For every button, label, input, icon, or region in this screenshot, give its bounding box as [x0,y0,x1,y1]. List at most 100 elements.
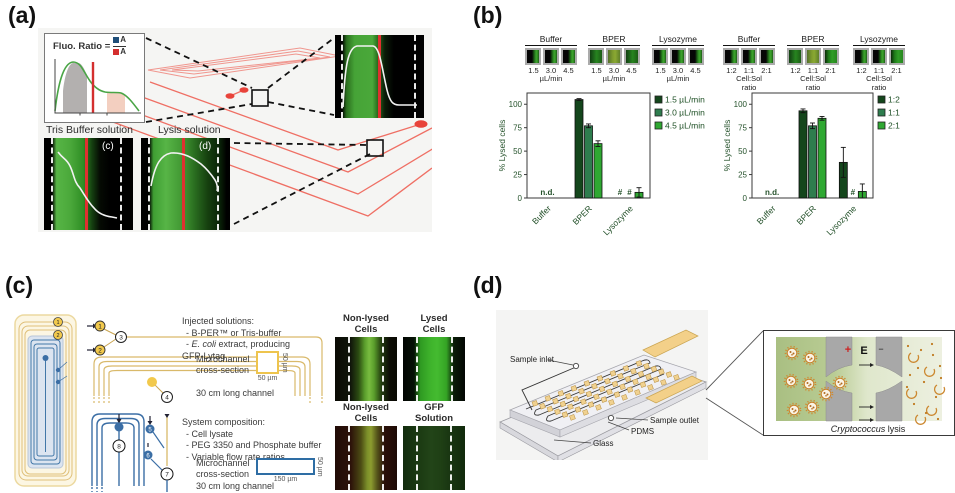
flow-condition-value: 3.0 [608,66,620,75]
intensity-profile-curve [150,152,219,192]
cell-fragment [914,414,927,425]
electrode-square [596,375,604,382]
y-tick-label: 75 [738,123,747,132]
no-data-marker: # [851,188,856,197]
zoom-marker-squares [251,89,384,157]
flow-condition-value: 1:2 [790,66,801,75]
flow-condition-group: BPER 1:2 1:1 2:1 Cell:Sol ratio [787,34,839,92]
flow-condition-value: 1:2 [726,66,737,75]
fluorescence-tile [670,48,686,65]
outlet-port-4 [161,391,173,403]
cell-body [803,378,815,390]
cross-section-2-shape [256,458,315,475]
electrode-pad-top [642,329,699,358]
bar [817,117,827,199]
cell-spikes [801,376,817,392]
flow-group-title: Lysozyme [853,34,905,46]
flow-condition-value: 3.0 [545,66,557,75]
flow-unit-label: Cell:Sol [800,74,826,83]
electrode-square [567,403,574,411]
intensity-profile-curve [57,151,118,219]
category-label: BPER [570,203,593,226]
electrode-square [630,367,637,375]
flow-group-title: Buffer [525,34,577,46]
flow-condition-value: 3.0 [672,66,684,75]
sample-inlet-label: Sample inlet [510,355,555,364]
electrode-square [639,381,647,388]
legend-swatch [877,95,886,104]
electrode-square [604,377,611,385]
cell-fragment [905,388,918,399]
outlet-port [607,414,615,422]
electrode-square [544,395,552,402]
electrode-square [593,393,600,401]
channel-length-note-2: 30 cm long channel [196,481,275,491]
tris-buffer-micrograph: (c) [44,138,133,230]
bar [808,125,817,199]
flow-group-title: Buffer [723,34,775,46]
fluorescence-tile [787,48,803,65]
chip-port-1 [53,317,63,327]
electrode-square [591,382,598,390]
numerator-color-swatch [113,37,120,44]
electrode-square [611,380,619,388]
y-tick-label: 100 [509,100,523,109]
fluorescence-tile [525,48,541,65]
flow-condition-group: Buffer 1.5 3.0 4.5 µL/min [525,34,577,84]
y-axis-label: % Lysed cells [722,120,732,172]
plus-electrode-label: + [845,344,851,356]
channel-length-note-1: 30 cm long channel [196,388,275,398]
chip-port-2 [53,330,63,340]
legend-swatch [654,108,663,117]
electrode-square [552,397,559,405]
junction-port-3-label: 3 [119,335,123,342]
electrode-square [652,376,660,383]
electrode-square [606,388,613,396]
electrode-square [658,368,665,376]
electrode-square [531,400,539,407]
sample-drop [114,422,124,432]
system-line-3: - Variable flow rate ratios [186,451,285,462]
chip-inlet-dot [42,355,49,361]
non-lysed-cells-micrograph-1 [335,337,397,401]
serpentine-channel [525,359,665,422]
electrode-square [622,365,630,372]
panel-a-label: (a) [8,2,37,28]
flow-condition-value: 1.5 [591,66,602,75]
cmg-title-2: Lysed Cells [420,313,448,335]
legend-label: 1.5 µL/min [665,95,705,105]
flow-unit-label: Cell:Sol [866,74,892,83]
flow-unit-label: ratio [805,82,821,92]
cryptococcus-lysis-inset: + E − Cryptococcus lysis [763,330,955,436]
no-data-marker: n.d. [765,188,779,197]
y-tick-label: 25 [513,170,522,179]
electrode-pad-bottom [645,375,703,404]
legend-swatch [877,108,886,117]
cross-section-1-label: Microchannel cross-section [196,354,250,375]
flow-unit-label: ratio [871,82,887,92]
inlet-port-2-label: 2 [98,348,102,355]
port-5-label: 5 [148,428,152,434]
micrograph-d-tag: (d) [199,141,212,152]
electrode-square [613,391,621,398]
flow-unit-label: Cell:Sol [736,74,762,83]
port-dots [225,87,428,128]
inlet-port-1-label: 1 [98,324,102,331]
flow-condition-value: 2:1 [825,66,836,75]
inset-caption: Cryptococcus lysis [831,424,906,434]
minus-electrode-label: − [878,344,883,354]
cross-section-1-height: 50 µm [281,353,288,373]
debris-dot [908,373,912,377]
category-label: Lysozyme [601,203,635,237]
fluorescence-tile [543,48,559,65]
cell-fragment [933,384,946,395]
electrode-square [673,374,680,381]
flow-condition-value: 2:1 [891,66,902,75]
flow-condition-value: 1.5 [655,66,666,75]
non-lysed-cells-micrograph-2 [335,426,397,490]
electrode-square [539,402,546,410]
electrode-square [650,365,658,373]
micrograph-d-title: Lysis solution [158,124,221,136]
electrode-square [637,370,645,378]
electrode-square [624,375,632,383]
